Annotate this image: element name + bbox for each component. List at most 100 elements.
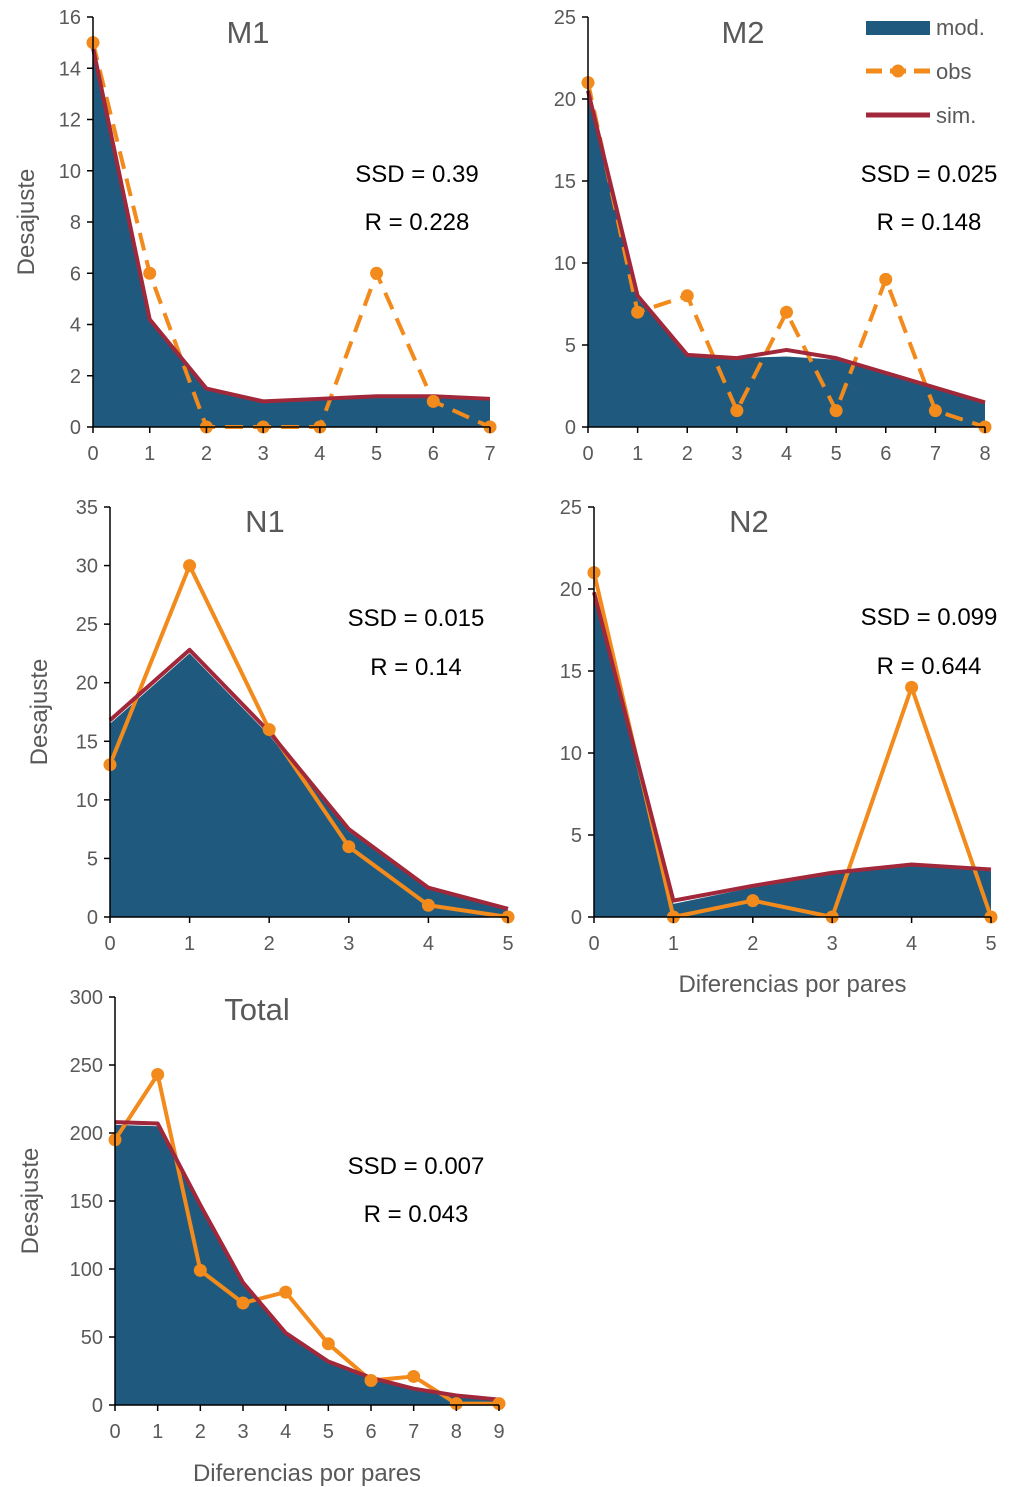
obs-point bbox=[407, 1369, 421, 1383]
y-tick-label: 35 bbox=[76, 497, 98, 519]
legend-mod-label: mod. bbox=[936, 15, 985, 40]
panel-title: N1 bbox=[245, 504, 285, 539]
x-tick-label: 2 bbox=[195, 1421, 206, 1443]
x-tick-label: 0 bbox=[582, 443, 593, 465]
series-sim-line bbox=[108, 647, 509, 911]
panel-title: N2 bbox=[729, 504, 769, 539]
x-tick-label: 3 bbox=[343, 933, 354, 955]
panel-n1: 0 5 10 15 20 25 30 35 0 1 2 3 4 5 N1 SSD = 0.015 R = 0.1… bbox=[26, 497, 515, 955]
y-tick-label: 0 bbox=[92, 1395, 103, 1417]
ssd-annotation: SSD = 0.39 bbox=[355, 161, 478, 188]
y-axis-label: Desajuste bbox=[17, 1148, 44, 1255]
y-tick-label: 25 bbox=[76, 614, 98, 636]
x-tick-label: 8 bbox=[979, 443, 990, 465]
obs-point bbox=[746, 894, 760, 908]
x-tick-label: 3 bbox=[258, 443, 269, 465]
y-tick-label: 5 bbox=[565, 335, 576, 357]
series-sim-line bbox=[91, 47, 491, 404]
x-tick-label: 9 bbox=[493, 1421, 504, 1443]
x-tick-label: 2 bbox=[682, 443, 693, 465]
obs-point bbox=[321, 1337, 335, 1351]
obs-point bbox=[364, 1374, 378, 1388]
obs-point bbox=[426, 394, 440, 408]
series-sim-line bbox=[586, 90, 986, 405]
obs-point bbox=[193, 1263, 207, 1277]
x-tick-label: 3 bbox=[827, 933, 838, 955]
x-axis-label: Diferencias por pares bbox=[193, 1460, 421, 1487]
x-tick-label: 6 bbox=[365, 1421, 376, 1443]
ssd-annotation: SSD = 0.015 bbox=[348, 605, 485, 632]
series-obs-line bbox=[586, 82, 986, 429]
series-mod-area bbox=[93, 55, 490, 427]
legend: mod. obs sim. bbox=[866, 15, 985, 128]
y-tick-label: 25 bbox=[554, 7, 576, 29]
x-tick-label: 0 bbox=[109, 1421, 120, 1443]
y-tick-label: 10 bbox=[76, 790, 98, 812]
series-mod-area bbox=[115, 1124, 499, 1405]
x-tick-label: 1 bbox=[632, 443, 643, 465]
y-tick-label: 300 bbox=[70, 987, 103, 1009]
x-tick-label: 0 bbox=[588, 933, 599, 955]
obs-point bbox=[879, 272, 893, 286]
series-obs-line bbox=[592, 572, 993, 919]
x-tick-label: 4 bbox=[906, 933, 917, 955]
y-tick-label: 20 bbox=[76, 673, 98, 695]
x-tick-label: 4 bbox=[423, 933, 434, 955]
r-annotation: R = 0.228 bbox=[365, 209, 470, 236]
y-tick-label: 20 bbox=[560, 579, 582, 601]
obs-point bbox=[928, 404, 942, 418]
y-axis-label: Desajuste bbox=[13, 169, 40, 276]
y-tick-label: 0 bbox=[87, 907, 98, 929]
obs-point bbox=[780, 305, 793, 319]
obs-point bbox=[279, 1285, 293, 1299]
x-tick-label: 5 bbox=[502, 933, 513, 955]
x-tick-label: 2 bbox=[201, 443, 212, 465]
x-tick-label: 6 bbox=[428, 443, 439, 465]
y-tick-label: 10 bbox=[560, 743, 582, 765]
x-tick-label: 6 bbox=[880, 443, 891, 465]
x-tick-label: 5 bbox=[371, 443, 382, 465]
x-tick-label: 7 bbox=[484, 443, 495, 465]
x-tick-label: 0 bbox=[104, 933, 115, 955]
panel-total: 0 50 100 150 200 250 300 0 1 2 3 4 5 6 7 8 9 Total SSD = 0… bbox=[17, 987, 506, 1487]
panel-title: M2 bbox=[721, 15, 764, 50]
x-tick-label: 0 bbox=[87, 443, 98, 465]
obs-point bbox=[421, 898, 435, 912]
y-tick-label: 10 bbox=[59, 161, 81, 183]
y-tick-label: 16 bbox=[59, 7, 81, 29]
y-tick-label: 15 bbox=[560, 661, 582, 683]
y-tick-label: 5 bbox=[87, 848, 98, 870]
x-tick-label: 4 bbox=[314, 443, 325, 465]
series-sim-line bbox=[114, 1120, 500, 1402]
obs-point bbox=[183, 559, 197, 573]
obs-point bbox=[143, 266, 157, 280]
legend-obs-label: obs bbox=[936, 59, 971, 84]
y-axis-label: Desajuste bbox=[26, 659, 53, 766]
obs-point bbox=[829, 404, 843, 418]
r-annotation: R = 0.14 bbox=[370, 654, 461, 681]
x-tick-label: 2 bbox=[747, 933, 758, 955]
x-tick-label: 3 bbox=[237, 1421, 248, 1443]
y-tick-label: 250 bbox=[70, 1055, 103, 1077]
y-tick-label: 14 bbox=[59, 58, 81, 80]
y-tick-label: 0 bbox=[571, 907, 582, 929]
obs-point bbox=[631, 305, 645, 319]
y-tick-label: 20 bbox=[554, 89, 576, 111]
series-mod-area bbox=[588, 90, 985, 428]
y-tick-label: 200 bbox=[70, 1123, 103, 1145]
series-obs-line bbox=[108, 563, 509, 919]
y-tick-label: 12 bbox=[59, 110, 81, 132]
x-tick-label: 5 bbox=[985, 933, 996, 955]
panel-m2: 0 5 10 15 20 25 0 1 2 3 4 5 6 7 8 M2 SSD = 0.025 R = 0.14… bbox=[554, 7, 998, 465]
obs-point bbox=[236, 1296, 250, 1310]
series-obs-line bbox=[113, 1072, 499, 1406]
obs-point bbox=[151, 1068, 165, 1082]
panel-title: M1 bbox=[226, 15, 269, 50]
obs-point bbox=[262, 723, 276, 737]
panel-title: Total bbox=[224, 992, 289, 1027]
y-tick-label: 15 bbox=[76, 731, 98, 753]
ssd-annotation: SSD = 0.025 bbox=[861, 161, 998, 188]
series-mod-area bbox=[594, 597, 991, 917]
r-annotation: R = 0.043 bbox=[364, 1201, 469, 1228]
